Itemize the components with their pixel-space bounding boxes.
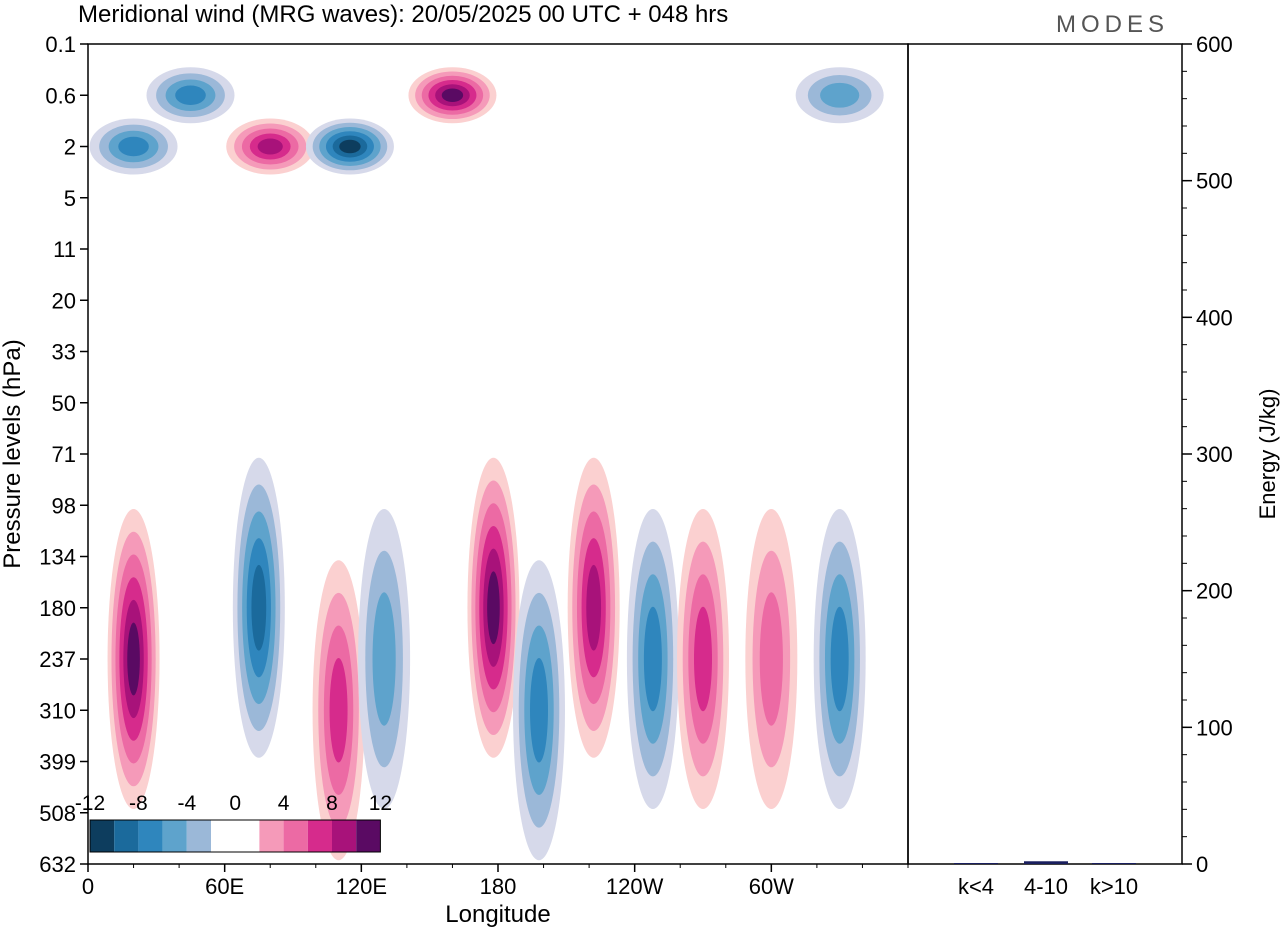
contour-band <box>530 658 548 763</box>
energy-tick-label: 300 <box>1196 442 1233 467</box>
y-tick-label: 5 <box>64 186 76 211</box>
contour-band <box>372 592 396 726</box>
longitude-axis: 0 60E 120E 180 120W 60W <box>82 864 909 899</box>
y-tick-label: 71 <box>52 442 76 467</box>
y-tick-label: 50 <box>52 391 76 416</box>
colorbar-label: 12 <box>369 792 392 815</box>
x-tick-label: 60W <box>749 874 794 899</box>
colorbar-cell <box>283 820 308 852</box>
energy-category-label: 4-10 <box>1024 874 1068 899</box>
colorbar-cell <box>332 820 357 852</box>
y-tick-label: 98 <box>52 493 76 518</box>
colorbar-cell <box>90 820 115 852</box>
y-tick-label: 180 <box>39 596 76 621</box>
y-tick-label: 632 <box>39 852 76 877</box>
x-tick-label: 120E <box>336 874 387 899</box>
energy-tick-label: 0 <box>1196 852 1208 877</box>
colorbar-cell <box>259 820 284 852</box>
colorbar-cell <box>186 820 211 852</box>
energy-axis-label: Energy (J/kg) <box>1255 389 1280 520</box>
colorbar-cell <box>307 820 332 852</box>
contour-band <box>830 606 849 712</box>
energy-category-label: k>10 <box>1090 874 1138 899</box>
contour-band <box>586 564 602 651</box>
contour-band <box>175 85 206 105</box>
contour-band <box>820 82 860 108</box>
y-axis-label: Pressure levels (hPa) <box>0 339 26 568</box>
x-tick-label: 180 <box>480 874 517 899</box>
contour-band <box>441 88 464 103</box>
energy-tick-label: 400 <box>1196 305 1233 330</box>
energy-frame <box>907 43 1183 865</box>
x-axis-label: Longitude <box>445 901 550 928</box>
colorbar-cell <box>138 820 163 852</box>
y-tick-label: 11 <box>53 237 76 262</box>
colorbar-label: 0 <box>229 792 241 815</box>
y-tick-label: 508 <box>39 801 76 826</box>
y-tick-label: 134 <box>39 545 76 570</box>
y-tick-label: 0.1 <box>45 32 76 57</box>
contour-band <box>487 571 500 645</box>
contour-band <box>643 606 662 712</box>
colorbar-label: 4 <box>278 792 290 815</box>
contour-band <box>251 564 267 651</box>
colorbar-label: 8 <box>326 792 338 815</box>
colorbar-label: -4 <box>177 792 196 815</box>
chart-title: Meridional wind (MRG waves): 20/05/2025 … <box>78 1 728 28</box>
y-tick-label: 2 <box>64 135 76 160</box>
y-tick-label: 237 <box>39 647 76 672</box>
pressure-axis: 0.1 0.6 2 5 11 20 33 50 71 98 134 180 237 310 399 508 63… <box>39 32 88 877</box>
x-tick-label: 0 <box>82 874 94 899</box>
heatmap-panel: 0 60E 120E 180 120W 60W 0.1 0.6 2 5 11 20 33 50 71 98 1… <box>0 32 909 928</box>
energy-tick-label: 500 <box>1196 169 1233 194</box>
y-tick-label: 399 <box>39 750 76 775</box>
contour-band <box>339 139 361 154</box>
y-tick-label: 20 <box>52 288 76 313</box>
contour-band <box>759 592 783 726</box>
contour-band <box>257 138 283 155</box>
y-tick-label: 33 <box>52 340 76 365</box>
contour-band <box>694 606 712 712</box>
energy-tick-label: 100 <box>1196 715 1233 740</box>
colorbar-label: -12 <box>75 792 105 815</box>
contour-field <box>89 67 884 861</box>
colorbar-label: -8 <box>129 792 148 815</box>
energy-tick-label: 200 <box>1196 579 1233 604</box>
energy-axis: 0 100 200 300 400 500 600 <box>1182 32 1233 877</box>
contour-band <box>127 622 140 696</box>
modes-logo: MODES <box>1056 11 1169 38</box>
y-tick-label: 0.6 <box>45 83 76 108</box>
energy-panel: k<4 4-10 k>10 0 100 200 300 400 500 600 Energy (… <box>907 32 1280 899</box>
y-tick-label: 310 <box>39 698 76 723</box>
colorbar-cell <box>211 820 236 852</box>
x-tick-label: 60E <box>205 874 244 899</box>
contour-band <box>118 136 149 157</box>
energy-bar <box>1024 861 1068 864</box>
colorbar: -12 -8 -4 0 4 8 12 <box>75 792 392 853</box>
energy-category-label: k<4 <box>958 874 994 899</box>
colorbar-cell <box>235 820 260 852</box>
colorbar-cell <box>114 820 139 852</box>
energy-bars: k<4 4-10 k>10 <box>954 861 1138 899</box>
colorbar-cell <box>356 820 381 852</box>
energy-tick-label: 600 <box>1196 32 1233 57</box>
energy-bar <box>954 863 998 864</box>
colorbar-cell <box>162 820 187 852</box>
contour-band <box>329 658 348 763</box>
x-tick-label: 120W <box>606 874 664 899</box>
colorbar-frame <box>89 819 381 853</box>
energy-bar <box>1092 863 1136 864</box>
